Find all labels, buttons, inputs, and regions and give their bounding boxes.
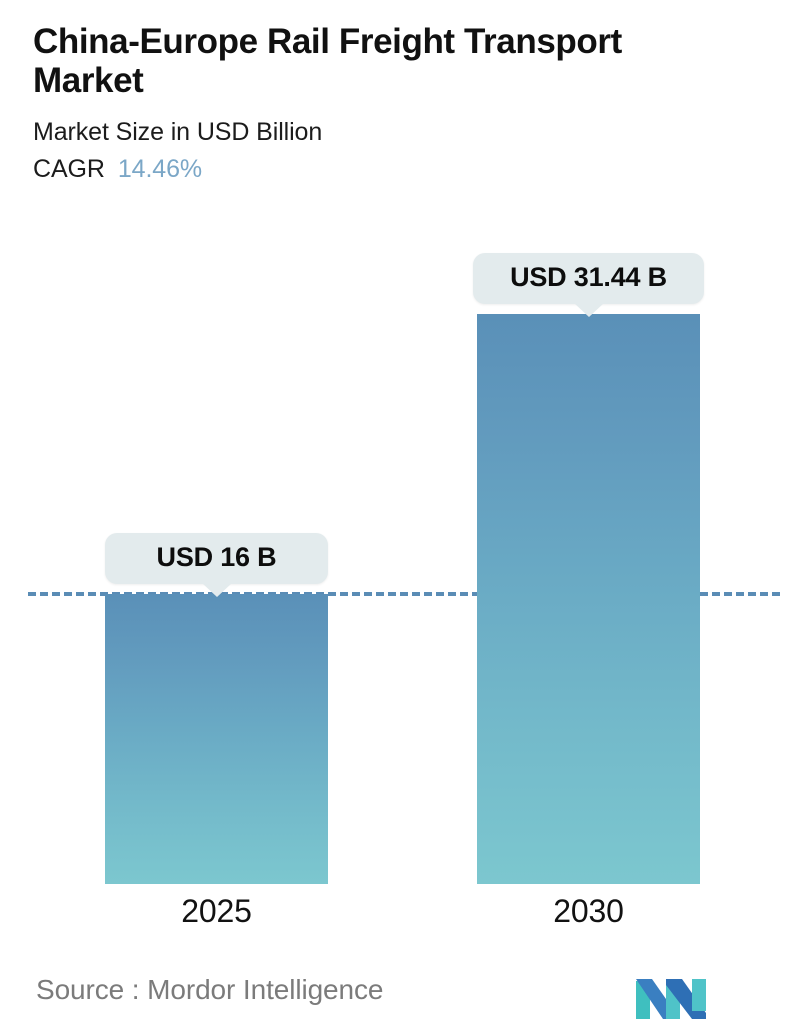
- bar-chart-plot-area: USD 16 B USD 31.44 B 2025 2030: [0, 0, 796, 960]
- value-label-2025: USD 16 B: [105, 533, 328, 584]
- cagr-label: CAGR: [33, 155, 105, 184]
- page-title: China-Europe Rail Freight Transport Mark…: [33, 22, 622, 101]
- cagr-value: 14.46%: [117, 155, 203, 184]
- cagr-row: CAGR 14.46%: [33, 155, 753, 184]
- source-attribution: Source : Mordor Intelligence: [36, 974, 384, 1005]
- bar-2030[interactable]: [477, 314, 700, 884]
- chart-subtitle: Market Size in USD Billion: [33, 118, 323, 147]
- x-axis-label-2030: 2030: [553, 893, 624, 929]
- x-axis-label-2025: 2025: [181, 893, 252, 929]
- mordor-intelligence-logo-icon: [636, 973, 706, 1019]
- bar-2025[interactable]: [105, 594, 328, 884]
- chart-footer: Source : Mordor Intelligence: [0, 960, 796, 1034]
- baseline-dashed-line: [28, 592, 780, 596]
- value-label-2030: USD 31.44 B: [473, 253, 704, 304]
- chart-header: China-Europe Rail Freight Transport Mark…: [33, 22, 753, 184]
